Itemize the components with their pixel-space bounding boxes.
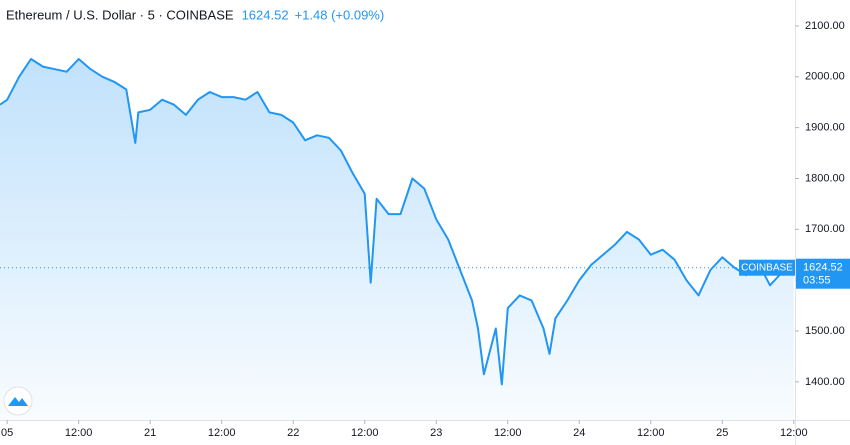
y-tick-label: 1700.00 [805,223,845,235]
area-fill [0,59,794,420]
x-tick-label: 05 [1,427,13,439]
plot [0,58,795,420]
x-tick-label: 22 [287,427,299,439]
x-tick-label: 12:00 [780,427,808,439]
header-change: +1.48 (+0.09%) [295,7,385,22]
header-price: 1624.52 [242,7,289,22]
x-tick-label: 12:00 [351,427,379,439]
y-tick-label: 1900.00 [805,122,845,134]
x-tick-label: 24 [573,427,585,439]
source-label: COINBASE [741,262,793,273]
price-badge [796,258,850,289]
price-line [0,58,795,386]
x-tick-label: 12:00 [65,427,93,439]
x-tick-label: 23 [430,427,442,439]
y-tick-label: 2000.00 [805,71,845,83]
y-tick-label: 1400.00 [805,376,845,388]
price-badge-value: 1624.52 [803,262,843,274]
chart-title: Ethereum / U.S. Dollar · 5 · COINBASE [6,7,234,22]
logo [3,386,33,416]
price-badge-countdown: 03:55 [803,275,831,287]
x-tick-label: 12:00 [494,427,522,439]
y-tick-label: 1800.00 [805,172,845,184]
y-tick-label: 1500.00 [805,325,845,337]
x-tick-label: 25 [716,427,728,439]
y-tick-label: 2100.00 [805,20,845,32]
source-badge [739,259,795,276]
x-tick-label: 12:00 [208,427,236,439]
x-tick-label: 12:00 [637,427,665,439]
x-tick-label: 21 [144,427,156,439]
